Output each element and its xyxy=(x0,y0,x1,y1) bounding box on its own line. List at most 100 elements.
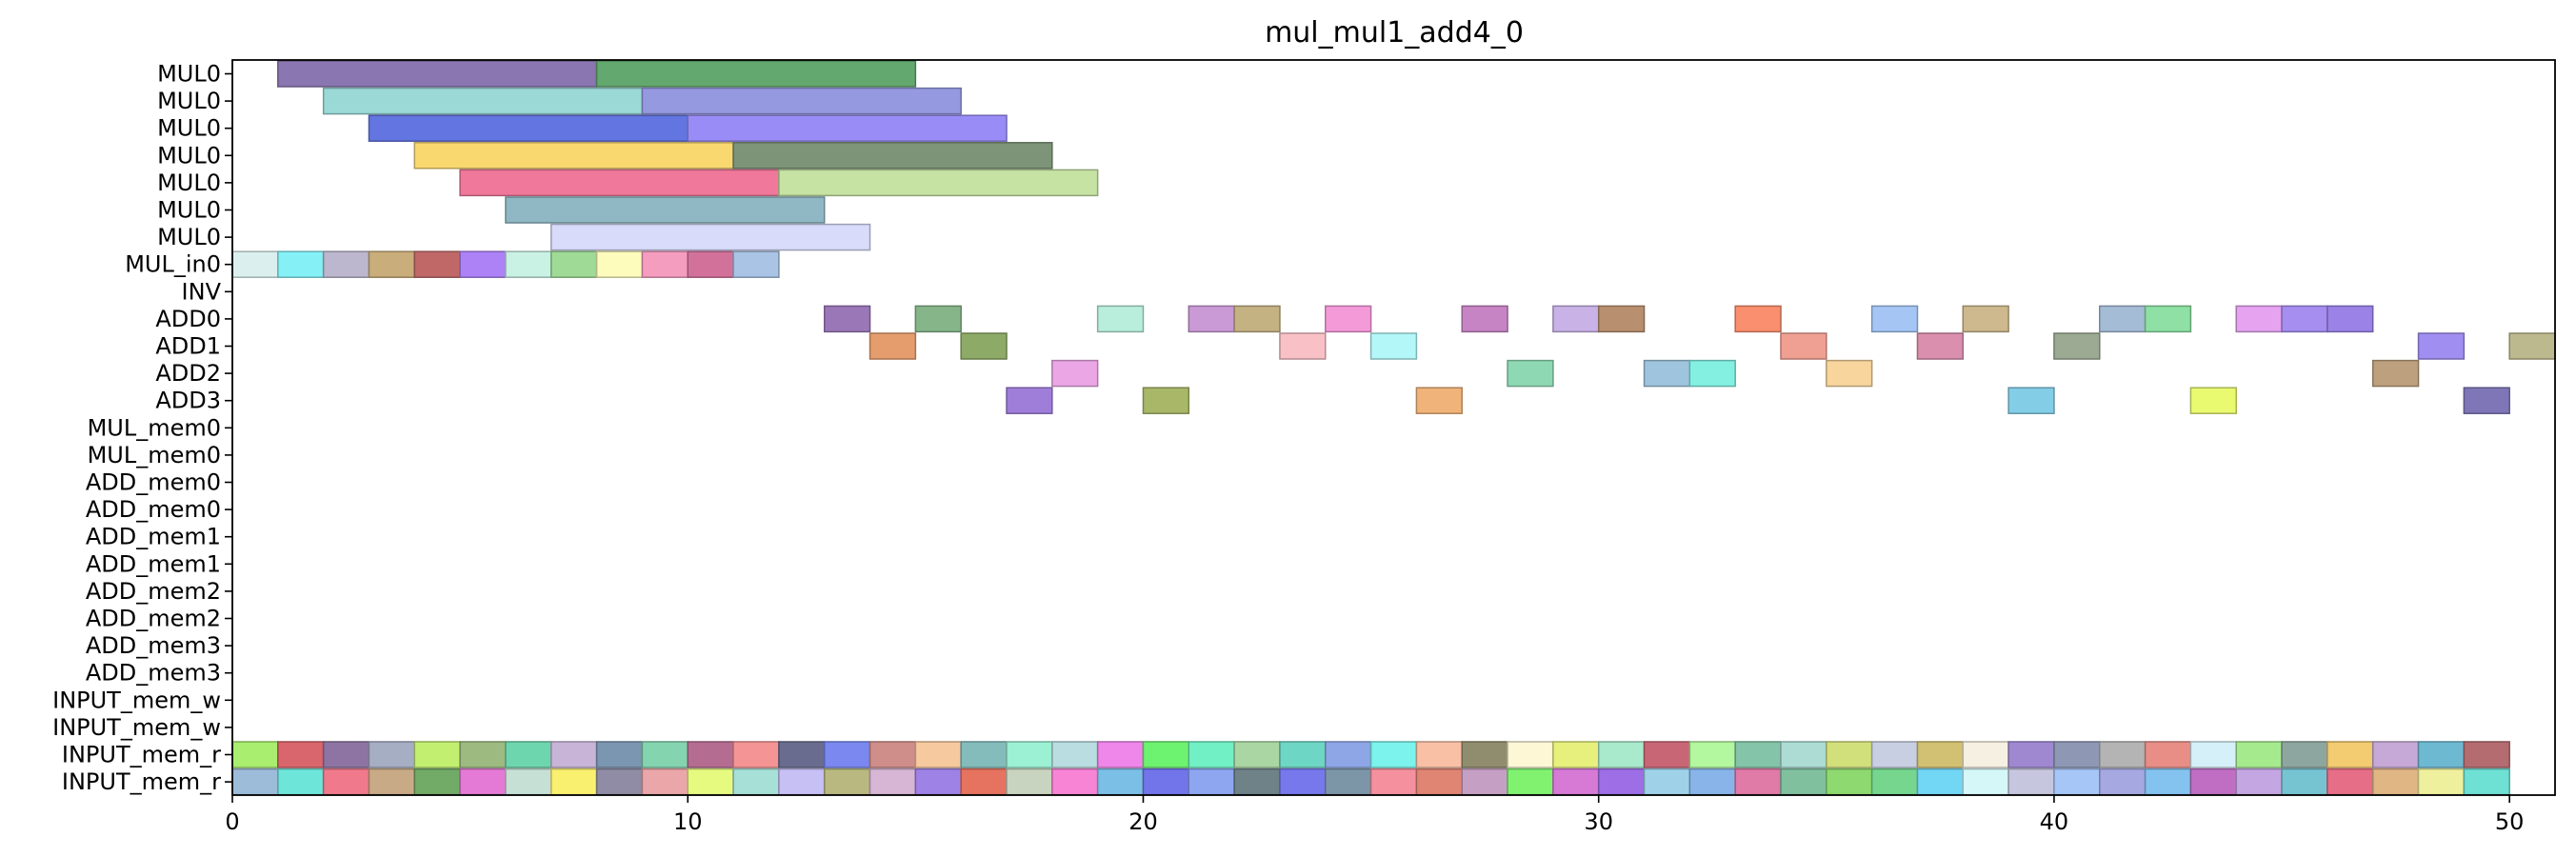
task-bar-row26-t23 xyxy=(1279,767,1327,796)
y-tick-label: ADD_mem2 xyxy=(86,606,221,632)
y-tick-label: MUL_in0 xyxy=(125,251,221,278)
task-bar-row26-t44 xyxy=(2235,767,2283,796)
task-bar-row26-t27 xyxy=(1461,767,1508,796)
task-bar-row26-t39 xyxy=(2007,767,2055,796)
y-tick-label: MUL0 xyxy=(157,197,221,224)
task-bar-row7-t3 xyxy=(368,250,416,278)
task-bar-row7-t7 xyxy=(550,250,598,278)
task-bar-row26-t22 xyxy=(1233,767,1281,796)
task-bar-row25-t49 xyxy=(2463,741,2510,768)
task-bar-row25-t9 xyxy=(641,741,689,768)
y-tick-label: MUL0 xyxy=(157,224,221,250)
task-bar-row25-t17 xyxy=(1006,741,1053,768)
task-bar-row12-t20 xyxy=(1142,387,1190,414)
task-bar-row11-t31 xyxy=(1643,359,1691,388)
task-bar-row26-t1 xyxy=(277,767,325,796)
task-bar-row25-t37 xyxy=(1916,741,1965,768)
task-bar-row25-t12 xyxy=(778,741,826,768)
y-tick-label: ADD0 xyxy=(155,306,221,332)
task-bar-row10-t23 xyxy=(1279,332,1327,360)
task-bar-row3-t4 xyxy=(413,142,734,169)
task-bar-row9-t24 xyxy=(1325,305,1372,333)
task-bar-row7-t6 xyxy=(505,250,552,278)
task-bar-row25-t44 xyxy=(2235,741,2283,768)
task-bar-row26-t29 xyxy=(1552,767,1600,796)
y-tick-label: INPUT_mem_w xyxy=(52,714,221,741)
task-bar-row26-t46 xyxy=(2326,767,2374,796)
task-bar-row9-t36 xyxy=(1870,305,1919,333)
task-bar-row26-t14 xyxy=(869,767,917,796)
task-bar-row25-t10 xyxy=(687,741,734,768)
task-bar-row26-t32 xyxy=(1688,767,1736,796)
y-tick-label: ADD_mem3 xyxy=(86,632,221,659)
task-bar-row26-t17 xyxy=(1006,767,1053,796)
task-bar-row26-t47 xyxy=(2371,767,2420,796)
task-bar-row25-t1 xyxy=(277,741,325,768)
task-bar-row9-t27 xyxy=(1461,305,1508,333)
task-bar-row25-t6 xyxy=(505,741,552,768)
task-bar-row7-t8 xyxy=(595,250,644,278)
task-bar-row26-t35 xyxy=(1826,767,1873,796)
task-bar-row26-t16 xyxy=(960,767,1008,796)
task-bar-row25-t40 xyxy=(2053,741,2101,768)
task-bar-row26-t0 xyxy=(231,767,279,796)
task-bar-row26-t20 xyxy=(1142,767,1190,796)
y-tick-label: MUL_mem0 xyxy=(88,414,221,441)
y-tick-label: INPUT_mem_w xyxy=(52,687,221,713)
task-bar-row25-t22 xyxy=(1233,741,1281,768)
task-bar-row25-t42 xyxy=(2144,741,2192,768)
task-bar-row10-t34 xyxy=(1780,332,1827,360)
y-tick-label: ADD3 xyxy=(155,388,221,414)
task-bar-row10-t40 xyxy=(2053,332,2101,360)
task-bar-row25-t21 xyxy=(1188,741,1235,768)
task-bar-row26-t19 xyxy=(1096,767,1145,796)
task-bar-row12-t26 xyxy=(1415,387,1463,414)
task-bar-row26-t30 xyxy=(1597,767,1646,796)
task-bar-row2-t3 xyxy=(368,114,689,142)
task-bar-row26-t8 xyxy=(595,767,644,796)
task-bar-row10-t37 xyxy=(1916,332,1965,360)
task-bar-row9-t45 xyxy=(2281,305,2328,333)
task-bar-row10-t14 xyxy=(869,332,917,360)
y-tick-label: ADD_mem0 xyxy=(86,496,221,523)
task-bar-row25-t35 xyxy=(1826,741,1873,768)
task-bar-row25-t43 xyxy=(2189,741,2237,768)
task-bar-row9-t15 xyxy=(914,305,962,333)
task-bar-row6-t7 xyxy=(550,223,871,251)
task-bar-row25-t31 xyxy=(1643,741,1691,768)
task-bar-row25-t11 xyxy=(732,741,780,768)
task-bar-row11-t18 xyxy=(1051,359,1099,388)
task-bar-row25-t29 xyxy=(1552,741,1600,768)
task-bar-row10-t16 xyxy=(960,332,1008,360)
task-bar-row25-t13 xyxy=(823,741,871,768)
y-tick-label: ADD_mem1 xyxy=(86,550,221,577)
task-bar-row11-t35 xyxy=(1826,359,1873,388)
task-bar-row25-t26 xyxy=(1415,741,1463,768)
task-bar-row26-t42 xyxy=(2144,767,2192,796)
x-tick-label: 0 xyxy=(225,808,239,835)
task-bar-row25-t16 xyxy=(960,741,1008,768)
task-bar-row26-t5 xyxy=(459,767,507,796)
task-bar-row12-t39 xyxy=(2007,387,2055,414)
task-bar-row26-t21 xyxy=(1188,767,1235,796)
task-bar-row26-t34 xyxy=(1780,767,1827,796)
task-bar-row7-t1 xyxy=(277,250,325,278)
x-tick-label: 10 xyxy=(673,808,703,835)
task-bar-row11-t47 xyxy=(2371,359,2420,388)
task-bar-row26-t3 xyxy=(368,767,416,796)
task-bar-row25-t27 xyxy=(1461,741,1508,768)
task-bar-row12-t43 xyxy=(2189,387,2237,414)
task-bar-row26-t40 xyxy=(2053,767,2101,796)
y-tick-label: INPUT_mem_r xyxy=(62,768,221,795)
task-bar-row26-t33 xyxy=(1734,767,1782,796)
task-bar-row25-t39 xyxy=(2007,741,2055,768)
task-bar-row26-t10 xyxy=(687,767,734,796)
task-bar-row25-t20 xyxy=(1142,741,1190,768)
task-bar-row26-t18 xyxy=(1051,767,1099,796)
task-bar-row12-t49 xyxy=(2463,387,2510,414)
y-tick-label: INV xyxy=(182,278,222,305)
task-bar-row26-t26 xyxy=(1415,767,1463,796)
task-bar-row7-t9 xyxy=(641,250,689,278)
task-bar-row26-t41 xyxy=(2099,767,2147,796)
task-bar-row25-t15 xyxy=(914,741,962,768)
